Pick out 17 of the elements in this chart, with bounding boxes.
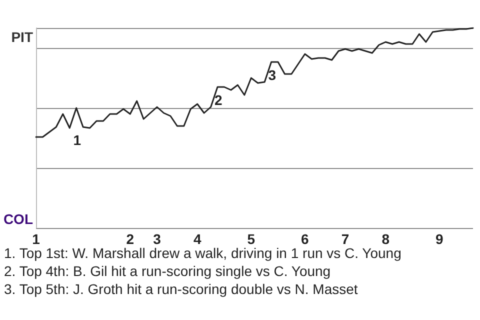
text: 3. Top 5th: J. Groth hit a run-scoring double vs N. Masset [4, 281, 358, 297]
x-tick-label: 6 [301, 231, 310, 247]
annotation: 1 [73, 132, 82, 148]
x-tick-label: 5 [247, 231, 256, 247]
x-tick-label: 7 [341, 231, 350, 247]
x-tick-label: 9 [435, 231, 444, 247]
x-tick-label: 3 [153, 231, 162, 247]
text: 1. Top 1st: W. Marshall drew a walk, driving in 1 run vs C. Young [4, 245, 402, 261]
text: PIT [11, 29, 34, 45]
x-tick-label: 2 [126, 231, 134, 247]
annotation: 2 [214, 92, 222, 108]
x-tick-label: 8 [382, 231, 390, 247]
text: 2. Top 4th: B. Gil hit a run-scoring single vs C. Young [4, 263, 331, 279]
annotation: 3 [268, 67, 276, 83]
x-tick-label: 4 [193, 231, 202, 247]
text: COL [3, 211, 34, 227]
x-tick-label: 1 [32, 231, 40, 247]
